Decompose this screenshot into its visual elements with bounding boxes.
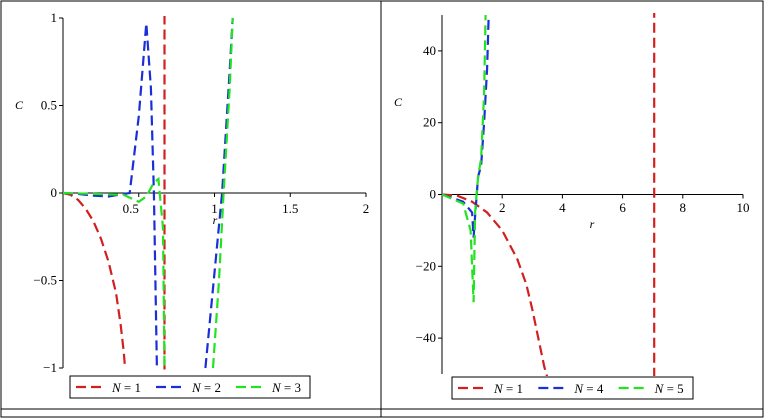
x-tick-label: 2 — [499, 200, 506, 215]
series-line-n=4 — [441, 14, 490, 238]
series-line-n=5 — [441, 14, 487, 303]
legend — [69, 375, 311, 399]
x-axis-label: r — [590, 217, 595, 231]
y-tick-label: 20 — [423, 115, 436, 130]
x-tick-label: 1 — [211, 201, 218, 216]
y-tick-label: 0.5 — [41, 98, 57, 113]
y-axis-label: C — [394, 95, 403, 109]
series-line-n=3 — [62, 176, 166, 369]
y-axis-label: C — [15, 98, 24, 112]
x-tick-label: 1.5 — [282, 201, 298, 216]
legend-label: N = 1 — [111, 380, 141, 395]
series-line-n=2 — [62, 23, 158, 369]
legend-label: N = 2 — [191, 380, 221, 395]
x-tick-label: 10 — [737, 200, 750, 215]
panel-border-right — [380, 0, 764, 418]
legend-label: N = 3 — [271, 380, 301, 395]
x-tick-label: 0.5 — [123, 201, 139, 216]
x-tick-label: 2 — [363, 201, 370, 216]
series-line-n=1 — [441, 193, 549, 376]
series-line-n=1 — [62, 191, 127, 369]
chart-right: −40 −20 0 20 40 2 4 6 8 10 Cr N = 1 N = 4 N = 5 — [394, 13, 750, 400]
x-axis-label: r — [213, 213, 218, 227]
legend-label: N = 5 — [654, 381, 684, 396]
y-tick-label: 40 — [423, 43, 436, 58]
panel-border-left — [0, 0, 382, 418]
x-tick-label: 8 — [680, 200, 687, 215]
y-tick-label: 0 — [51, 185, 58, 200]
y-tick-label: 0 — [430, 187, 437, 202]
legend — [451, 376, 694, 400]
y-tick-label: −0.5 — [33, 273, 57, 288]
legend-label: N = 1 — [493, 381, 523, 396]
y-tick-label: 1 — [51, 10, 58, 25]
y-tick-label: −1 — [43, 360, 57, 375]
x-tick-label: 6 — [619, 200, 626, 215]
legend-label: N = 4 — [573, 381, 604, 396]
y-tick-label: −40 — [416, 330, 436, 345]
chart-left: −1 −0.5 0 0.5 1 0.5 1 1.5 2 Cr N = 1 N = 2 N = 3 — [15, 10, 370, 399]
series-line-n=3 — [211, 17, 234, 369]
x-tick-label: 4 — [559, 200, 566, 215]
y-tick-label: −20 — [416, 258, 436, 273]
